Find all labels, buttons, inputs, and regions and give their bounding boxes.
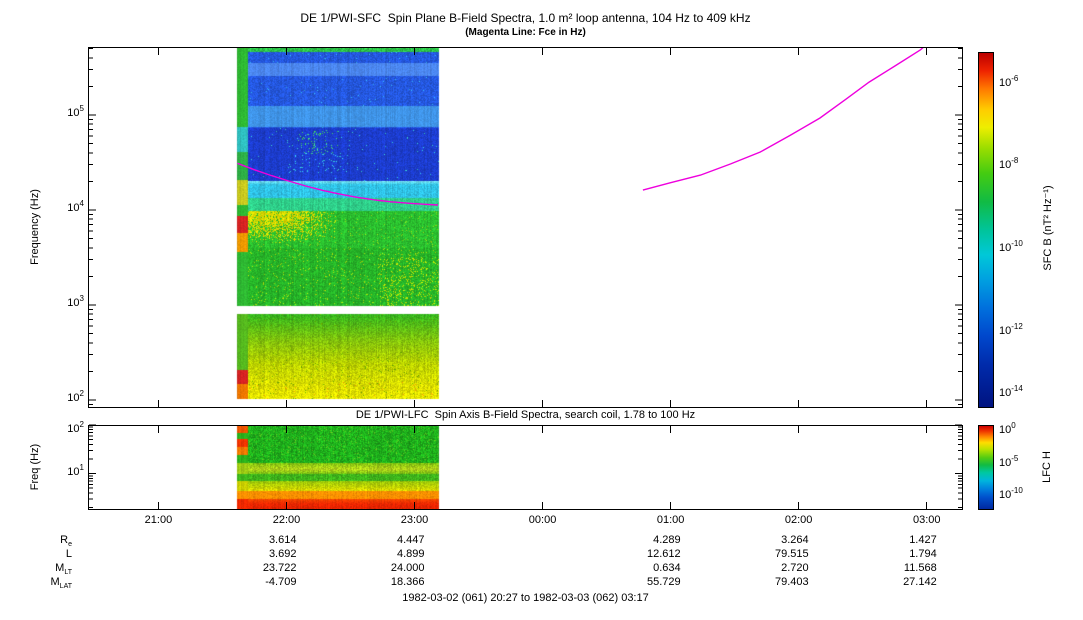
ephemeris-value: 3.692 (268, 548, 297, 560)
lfc-colorbar-label: LFC H (1041, 451, 1053, 483)
ephemeris-row-label-MLAT: MLAT (50, 576, 73, 590)
colorbar-tick-label: 100 (999, 420, 1016, 436)
colorbar-tick-label: 10-6 (999, 74, 1019, 90)
sfc-spectrogram-canvas (89, 48, 962, 407)
ephemeris-row-label-Re: Re (60, 534, 72, 548)
colorbar-tick-label: 10-8 (999, 155, 1019, 171)
ephemeris-value: 4.899 (396, 548, 425, 560)
x-axis-tick-label: 21:00 (144, 514, 173, 526)
colorbar-tick-label: 10-14 (999, 383, 1023, 399)
ephemeris-value: 3.614 (268, 534, 297, 546)
time-range-footer: 1982-03-02 (061) 20:27 to 1982-03-03 (06… (402, 592, 649, 604)
x-axis-tick-label: 00:00 (528, 514, 557, 526)
ephemeris-value: 79.403 (775, 576, 809, 588)
sfc-colorbar-label: SFC B (nT² Hz⁻¹) (1042, 185, 1054, 271)
ephemeris-value: 23.722 (262, 562, 297, 574)
colorbar-tick-label: 10-12 (999, 321, 1023, 337)
ephemeris-value: 2.720 (781, 562, 809, 574)
ephemeris-row-label-L: L (65, 548, 72, 560)
lfc-colorbar (978, 425, 994, 510)
ephemeris-value: 4.447 (396, 534, 425, 546)
ephemeris-value: 0.634 (653, 562, 681, 574)
colorbar-tick-label: 10-10 (999, 486, 1023, 502)
sfc-subtitle: (Magenta Line: Fce in Hz) (465, 27, 586, 38)
ephemeris-value: 12.612 (646, 548, 681, 560)
colorbar-tick-label: 10-5 (999, 453, 1019, 469)
x-axis-tick-label: 03:00 (912, 514, 941, 526)
y-axis-tick-label: 102 (67, 420, 84, 435)
y-axis-tick-label: 101 (67, 462, 84, 478)
ephemeris-value: 18.366 (390, 576, 425, 588)
ephemeris-value: 1.794 (909, 548, 937, 560)
y-axis-tick-label: 103 (67, 294, 84, 309)
ephemeris-value: 3.264 (781, 534, 809, 546)
x-axis-tick-label: 22:00 (272, 514, 301, 526)
ephemeris-value: -4.709 (265, 576, 297, 588)
lfc-title: DE 1/PWI-LFC Spin Axis B-Field Spectra, … (355, 409, 696, 421)
ephemeris-value: 27.142 (903, 576, 937, 588)
ephemeris-value: 55.729 (646, 576, 681, 588)
y-axis-tick-label: 105 (67, 104, 84, 119)
lfc-plot-area (88, 425, 963, 510)
ephemeris-value: 11.568 (903, 562, 937, 574)
x-axis-tick-label: 23:00 (400, 514, 429, 526)
ephemeris-value: 4.289 (653, 534, 681, 546)
sfc-title: DE 1/PWI-SFC Spin Plane B-Field Spectra,… (300, 11, 751, 25)
y-axis-tick-label: 102 (67, 389, 84, 404)
y-axis-tick-label: 104 (67, 199, 84, 214)
sfc-colorbar (978, 52, 994, 408)
colorbar-tick-label: 10-10 (999, 238, 1023, 254)
sfc-plot-area (88, 47, 963, 408)
ephemeris-row-label-MLT: MLT (55, 562, 72, 576)
x-axis-tick-label: 02:00 (784, 514, 813, 526)
ephemeris-value: 79.515 (775, 548, 809, 560)
ephemeris-value: 1.427 (909, 534, 937, 546)
x-axis-tick-label: 01:00 (656, 514, 685, 526)
lfc-spectrogram-canvas (89, 426, 962, 509)
ephemeris-value: 24.000 (390, 562, 425, 574)
